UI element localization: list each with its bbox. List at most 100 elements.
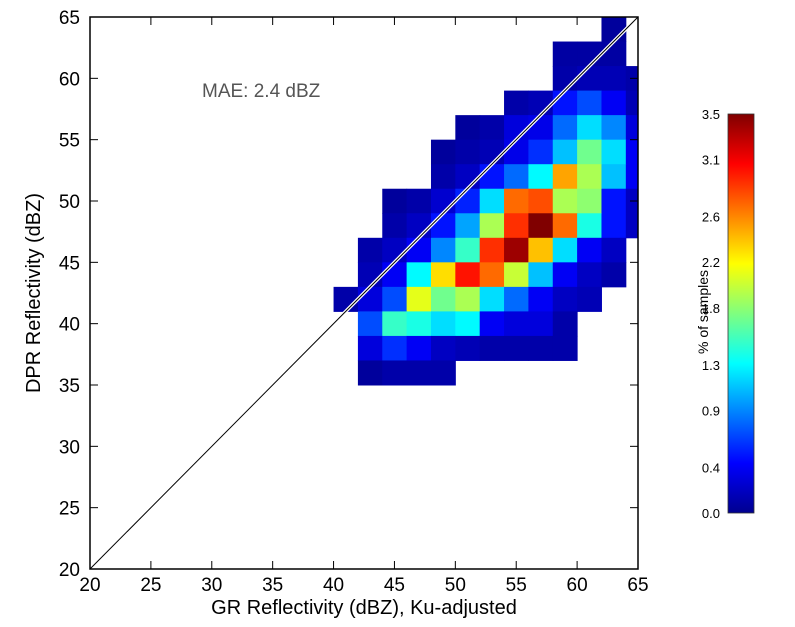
heatmap-cell	[479, 335, 505, 361]
heatmap-cell	[406, 311, 432, 337]
heatmap-cell	[552, 262, 578, 288]
heatmap-cell	[650, 91, 675, 116]
heatmap-cell	[504, 213, 529, 239]
heatmap-cell	[625, 90, 638, 116]
heatmap-cell	[406, 286, 432, 312]
heatmap-cell	[528, 115, 554, 141]
x-tick-label: 45	[384, 575, 405, 596]
heatmap-cell	[455, 164, 481, 190]
heatmap-cell	[552, 66, 578, 92]
heatmap-cell	[504, 188, 529, 214]
heatmap-cell	[430, 360, 456, 386]
y-tick-label: 20	[59, 560, 80, 581]
heatmap-cell	[382, 360, 408, 386]
y-axis-title: DPR Reflectivity (dBZ)	[23, 193, 45, 393]
heatmap-cell	[528, 213, 554, 239]
heatmap-cell	[577, 237, 602, 263]
heatmap-cell	[430, 286, 456, 312]
heatmap-cell	[430, 213, 456, 239]
y-tick-label: 35	[59, 376, 80, 397]
heatmap-cell	[528, 188, 554, 214]
heatmap-cell	[528, 262, 554, 288]
heatmap-cell	[357, 360, 383, 386]
y-tick-label: 30	[59, 437, 80, 458]
heatmap-cell	[552, 90, 578, 116]
heatmap-cell	[552, 139, 578, 165]
colorbar-tick-label: 0.4	[702, 460, 720, 475]
x-tick-label: 60	[567, 575, 588, 596]
x-tick-label: 50	[445, 575, 466, 596]
heatmap-cell	[601, 164, 627, 190]
heatmap-cell	[455, 213, 481, 239]
heatmap-cell	[479, 213, 505, 239]
heatmap-cell	[357, 237, 383, 263]
heatmap-cell	[479, 262, 505, 288]
heatmap-cell	[504, 311, 529, 337]
heatmap-cell	[577, 262, 602, 288]
heatmap-cell	[528, 90, 554, 116]
plot-frame	[89, 16, 639, 570]
colorbar-tick-label: 0.9	[702, 403, 720, 418]
heatmap-cell	[625, 213, 638, 239]
y-tick-label: 25	[59, 499, 80, 520]
heatmap-cell	[528, 311, 554, 337]
y-tick-label: 45	[59, 253, 80, 274]
heatmap-cell	[601, 213, 627, 239]
y-tick-label: 50	[59, 192, 80, 213]
heatmap-cell	[504, 237, 529, 263]
heatmap-cells	[333, 17, 675, 386]
heatmap-cell	[577, 188, 602, 214]
heatmap-cell	[577, 286, 602, 312]
colorbar-tick-label: 2.2	[702, 255, 720, 270]
heatmap-cell	[455, 262, 481, 288]
x-tick-label: 20	[79, 575, 100, 596]
heatmap-cell	[552, 335, 578, 361]
heatmap-cell	[625, 139, 638, 165]
heatmap-cell	[601, 188, 627, 214]
heatmap-cell	[504, 90, 529, 116]
heatmap-cell	[552, 188, 578, 214]
heatmap-cell	[528, 335, 554, 361]
heatmap-cell	[577, 213, 602, 239]
heatmap-cell	[382, 213, 408, 239]
heatmap-cell	[455, 335, 481, 361]
heatmap-cell	[601, 115, 627, 141]
heatmap-cell	[504, 262, 529, 288]
heatmap-cell	[528, 237, 554, 263]
heatmap-cell	[625, 115, 638, 141]
heatmap-cell	[430, 262, 456, 288]
heatmap-cell	[455, 188, 481, 214]
heatmap-cell	[357, 311, 383, 337]
heatmap-cell	[479, 139, 505, 165]
y-tick-label: 55	[59, 131, 80, 152]
heatmap-cell	[406, 262, 432, 288]
colorbar-tick-label: 2.6	[702, 210, 720, 225]
heatmap-cell	[382, 262, 408, 288]
colorbar-tick-label: 3.1	[702, 153, 720, 168]
heatmap-cell	[406, 237, 432, 263]
x-tick-label: 55	[506, 575, 527, 596]
heatmap-cell	[577, 66, 602, 92]
heatmap-cell	[650, 115, 675, 140]
heatmap-cell	[479, 286, 505, 312]
heatmap-cell	[479, 164, 505, 190]
mae-annotation: MAE: 2.4 dBZ	[202, 81, 321, 102]
y-tick-label: 65	[59, 8, 80, 29]
heatmap-cell	[552, 311, 578, 337]
y-axis-ticks: 20 25 30 35 40 45 50 55 60 65	[59, 8, 638, 581]
heatmap-cell	[406, 188, 432, 214]
heatmap-cell	[528, 139, 554, 165]
heatmap-cell	[650, 140, 675, 165]
heatmap-cell	[552, 213, 578, 239]
heatmap-cell	[601, 90, 627, 116]
heatmap-cell	[601, 139, 627, 165]
heatmap-cell	[504, 115, 529, 141]
heatmap-cell	[406, 213, 432, 239]
heatmap-cell	[430, 311, 456, 337]
colorbar	[727, 113, 755, 514]
heatmap-cell	[528, 164, 554, 190]
heatmap-cell	[455, 237, 481, 263]
heatmap-cell	[382, 188, 408, 214]
heatmap-cell	[504, 139, 529, 165]
